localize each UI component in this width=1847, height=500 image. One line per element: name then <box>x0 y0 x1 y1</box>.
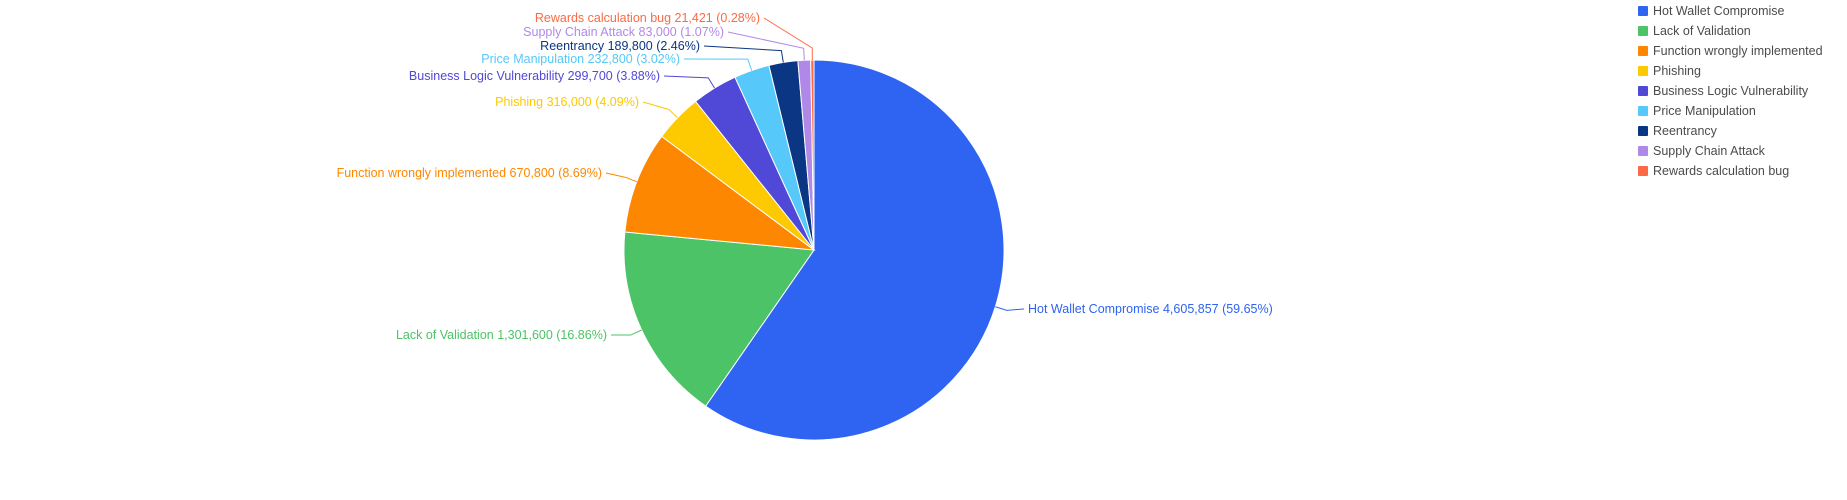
pie-slice-rewards-calculation-bug[interactable] <box>810 59 815 251</box>
legend-item[interactable]: Price Manipulation <box>1638 101 1823 121</box>
slice-label: Function wrongly implemented 670,800 (8.… <box>337 166 602 180</box>
leader-line <box>727 31 805 61</box>
legend-item[interactable]: Lack of Validation <box>1638 21 1823 41</box>
legend-label: Lack of Validation <box>1653 24 1751 38</box>
legend-label: Price Manipulation <box>1653 104 1756 118</box>
legend-label: Function wrongly implemented <box>1653 44 1823 58</box>
slice-label: Hot Wallet Compromise 4,605,857 (59.65%) <box>1028 302 1273 316</box>
leader-line <box>703 45 784 63</box>
pie-slice-lack-of-validation[interactable] <box>623 231 815 407</box>
legend-swatch <box>1638 26 1648 36</box>
legend-item[interactable]: Supply Chain Attack <box>1638 141 1823 161</box>
legend-item[interactable]: Rewards calculation bug <box>1638 161 1823 181</box>
legend-swatch <box>1638 166 1648 176</box>
legend-swatch <box>1638 146 1648 156</box>
legend-swatch <box>1638 46 1648 56</box>
pie-slices <box>623 59 1005 441</box>
legend-label: Reentrancy <box>1653 124 1717 138</box>
legend-item[interactable]: Hot Wallet Compromise <box>1638 1 1823 21</box>
legend-swatch <box>1638 86 1648 96</box>
leader-line <box>605 172 637 183</box>
legend-swatch <box>1638 126 1648 136</box>
slice-label: Business Logic Vulnerability 299,700 (3.… <box>409 69 660 83</box>
legend-item[interactable]: Function wrongly implemented <box>1638 41 1823 61</box>
slice-label: Price Manipulation 232,800 (3.02%) <box>481 52 680 66</box>
slice-label: Reentrancy 189,800 (2.46%) <box>540 39 700 53</box>
slice-labels: Hot Wallet Compromise 4,605,857 (59.65%)… <box>337 11 1273 342</box>
label-leader-lines <box>605 17 1025 336</box>
legend-label: Hot Wallet Compromise <box>1653 4 1785 18</box>
legend-label: Phishing <box>1653 64 1701 78</box>
leader-line <box>663 75 715 89</box>
slice-label: Phishing 316,000 (4.09%) <box>495 95 639 109</box>
leader-line <box>642 101 678 119</box>
slice-label: Lack of Validation 1,301,600 (16.86%) <box>396 328 607 342</box>
legend-swatch <box>1638 6 1648 16</box>
legend-item[interactable]: Reentrancy <box>1638 121 1823 141</box>
legend-label: Supply Chain Attack <box>1653 144 1765 158</box>
legend-label: Business Logic Vulnerability <box>1653 84 1809 98</box>
slice-label: Supply Chain Attack 83,000 (1.07%) <box>523 25 724 39</box>
pie-slice-function-wrongly-implemented[interactable] <box>624 135 816 251</box>
legend-swatch <box>1638 106 1648 116</box>
leader-line <box>763 17 813 61</box>
legend: Hot Wallet Compromise Lack of Validation F… <box>1638 1 1823 181</box>
legend-item[interactable]: Phishing <box>1638 61 1823 81</box>
slice-label: Rewards calculation bug 21,421 (0.28%) <box>535 11 760 25</box>
legend-swatch <box>1638 66 1648 76</box>
legend-item[interactable]: Business Logic Vulnerability <box>1638 81 1823 101</box>
leader-line <box>995 306 1025 311</box>
leader-line <box>683 58 753 71</box>
leader-line <box>610 329 642 336</box>
legend-label: Rewards calculation bug <box>1653 164 1790 178</box>
